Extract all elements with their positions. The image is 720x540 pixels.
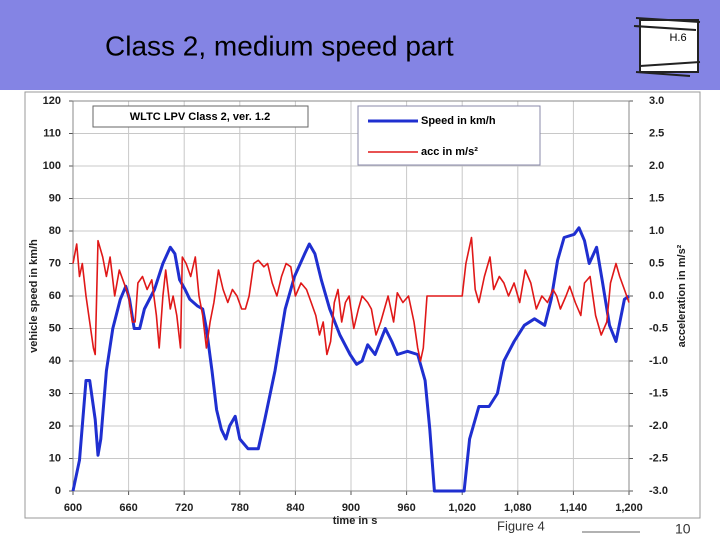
x-tick-label: 840: [286, 502, 304, 514]
y2-axis-label: acceleration in m/s²: [676, 244, 688, 347]
x-tick-label: 660: [119, 502, 137, 514]
y-tick-label: 10: [49, 452, 61, 464]
x-axis-label: time in s: [333, 515, 378, 527]
legend: [357, 105, 541, 166]
x-tick-label: 780: [231, 502, 249, 514]
y-tick-label: 110: [43, 127, 61, 139]
y-tick-label: 30: [49, 387, 61, 399]
y2-tick-label: 2.0: [649, 160, 664, 172]
y2-tick-label: -1.0: [649, 355, 668, 367]
y2-tick-label: 0.5: [649, 257, 664, 269]
y-axis-label: vehicle speed in km/h: [28, 239, 40, 353]
y2-tick-label: -1.5: [649, 387, 668, 399]
page-number: 10: [675, 521, 691, 537]
chart-title-box: [92, 105, 309, 128]
y-tick-label: 50: [49, 322, 61, 334]
logo: H.6: [633, 17, 701, 77]
x-tick-label: 1,020: [448, 502, 476, 514]
x-tick-label: 600: [64, 502, 82, 514]
legend-items: Speed in km/h acc in m/s²: [368, 115, 496, 158]
x-tick-label: 960: [397, 502, 415, 514]
series-line: [72, 236, 630, 362]
y-tick-label: 60: [49, 290, 61, 302]
y2-tick-label: 2.5: [649, 127, 664, 139]
header-bar: [0, 0, 720, 90]
y2-tick-label: 1.0: [649, 225, 664, 237]
chart-title: WLTC LPV Class 2, ver. 1.2: [130, 111, 270, 123]
y-tick-label: 120: [43, 95, 61, 107]
x-tick-label: 1,140: [560, 502, 588, 514]
y-tick-label: 40: [49, 355, 61, 367]
y-tick-label: 70: [49, 257, 61, 269]
y2-tick-label: 0.0: [649, 290, 664, 302]
slide-title: Class 2, medium speed part: [105, 30, 454, 61]
y2-tick-label: -3.0: [649, 485, 668, 497]
y2-tick-label: 1.5: [649, 192, 664, 204]
series-line: [71, 226, 630, 493]
y-tick-label: 100: [43, 160, 61, 172]
x-tick-label: 720: [175, 502, 193, 514]
y2-tick-label: -2.5: [649, 452, 668, 464]
y2-tick-label: -0.5: [649, 322, 668, 334]
y2-tick-label: 3.0: [649, 95, 664, 107]
x-tick-label: 1,080: [504, 502, 532, 514]
legend-label: Speed in km/h: [421, 115, 496, 127]
y-tick-label: 80: [49, 225, 61, 237]
y-tick-label: 20: [49, 420, 61, 432]
y2-tick-label: -2.0: [649, 420, 668, 432]
figure-label: Figure 4: [497, 518, 545, 533]
plot: 0 10 20 30 40 50 60 70 80 90 100 110 120 -3.0 -2.5 -2.0…: [43, 95, 668, 514]
x-tick-label: 900: [342, 502, 360, 514]
y-tick-label: 90: [49, 192, 61, 204]
logo-text: H.6: [669, 32, 686, 44]
x-tick-label: 1,200: [615, 502, 643, 514]
y-tick-label: 0: [55, 485, 61, 497]
legend-label: acc in m/s²: [421, 146, 478, 158]
